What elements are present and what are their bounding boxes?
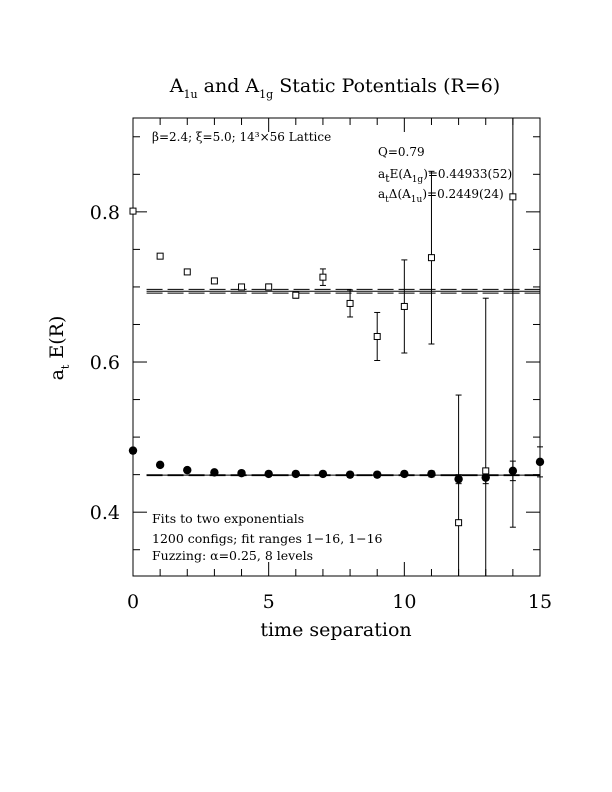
point-A1g	[155, 460, 165, 470]
y-tick-label: 0.4	[90, 502, 120, 524]
point-A1u	[427, 254, 435, 262]
point-A1g	[318, 469, 328, 479]
point-A1u	[400, 302, 408, 310]
y-tick-labels: 0.4 0.6 0.8	[90, 202, 120, 524]
point-A1u	[183, 268, 191, 276]
point-A1g	[264, 469, 273, 479]
point-A1g	[400, 469, 409, 479]
point-A1u	[156, 252, 164, 260]
point-A1u	[129, 207, 137, 215]
x-tick-label: 0	[127, 591, 139, 613]
x-axis-label: time separation	[260, 619, 411, 641]
point-A1g	[183, 465, 192, 475]
point-A1g	[128, 446, 138, 455]
fit-note-3: Fuzzing: α=0.25, 8 levels	[152, 548, 313, 563]
point-A1g	[291, 469, 300, 479]
y-tick-label: 0.8	[90, 202, 120, 224]
point-A1u	[509, 193, 517, 201]
point-A1u	[455, 519, 463, 527]
chart-title: A1u and A1g Static Potentials (R=6)	[169, 75, 500, 101]
point-A1g	[373, 470, 382, 479]
point-A1u	[346, 299, 354, 307]
point-A1g	[535, 457, 545, 467]
point-A1g	[237, 468, 246, 478]
x-tick-labels: 0 5 10 15	[127, 591, 552, 613]
point-A1u	[238, 283, 246, 291]
x-tick-label: 5	[263, 591, 275, 613]
point-A1u	[482, 467, 490, 475]
delta-a1u-annotation: atΔ(A1u)=0.2449(24)	[378, 187, 504, 205]
data-points	[128, 118, 545, 576]
point-A1g	[427, 469, 436, 479]
y-tick-label: 0.6	[90, 352, 120, 374]
plot-frame	[132, 117, 541, 577]
x-tick-label: 10	[392, 591, 416, 613]
point-A1g	[210, 468, 219, 477]
point-A1u	[265, 283, 273, 291]
fit-note-1: Fits to two exponentials	[152, 511, 304, 526]
lattice-annotation: β=2.4; ξ=5.0; 14³×56 Lattice	[152, 130, 331, 144]
energy-a1g-annotation: atE(A1g)=0.44933(52)	[378, 167, 512, 185]
point-A1g	[345, 470, 355, 479]
point-A1u	[210, 277, 218, 285]
point-A1u	[373, 332, 381, 340]
q-annotation: Q=0.79	[378, 145, 425, 159]
point-A1u	[319, 273, 327, 281]
x-tick-label: 15	[528, 591, 552, 613]
point-A1u	[292, 291, 300, 299]
fit-lines	[146, 288, 540, 477]
y-axis-label: at E(R)	[46, 316, 72, 381]
fit-note-2: 1200 configs; fit ranges 1−16, 1−16	[152, 531, 383, 546]
